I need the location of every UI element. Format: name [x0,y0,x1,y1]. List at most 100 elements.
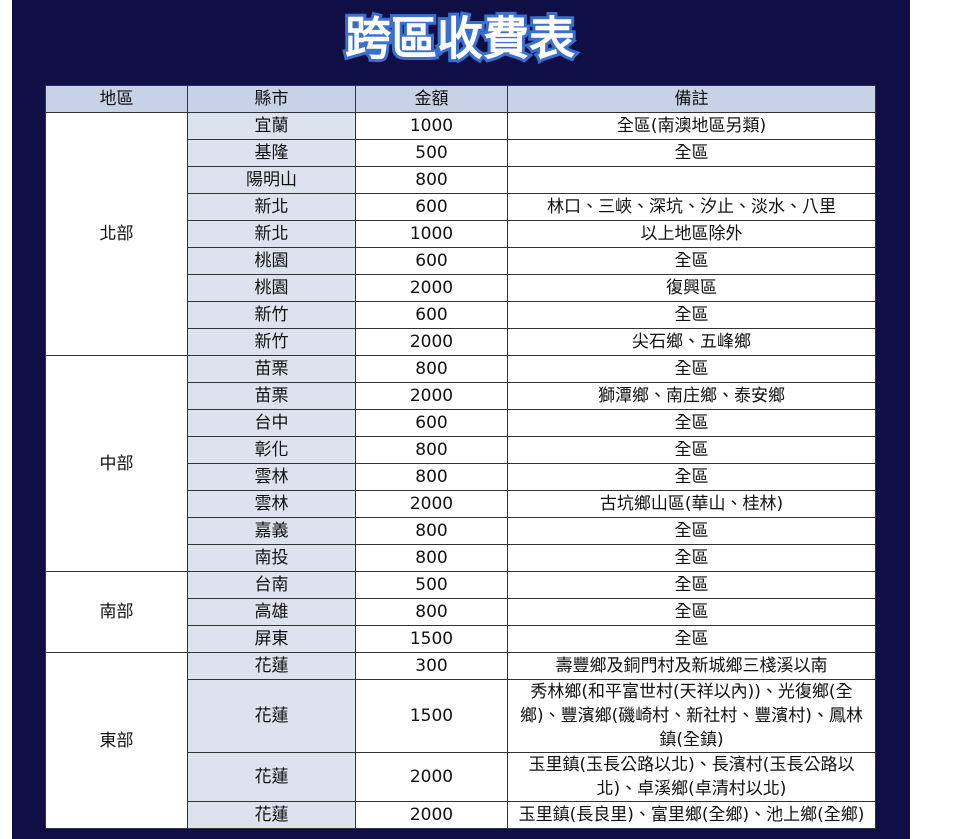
table-row: 中部 苗栗 800 全區 [45,355,876,572]
table-body: 北部 宜蘭 1000 全區(南澳地區另類) 基隆 500 全區 陽明山 800 新北 600 林口、三… [45,112,876,829]
table-row: 基隆 500 全區 [46,139,876,167]
note-cell [507,166,876,194]
table-row: 雲林 2000 古坑鄉山區(華山、桂林) [46,490,876,518]
note-cell: 全區 [507,409,876,437]
table-row: 桃園 2000 復興區 [46,274,876,302]
header-cell: 縣市 [187,85,356,113]
city-cell: 花蓮 [187,679,356,753]
city-cell: 新北 [187,220,356,248]
note-cell: 壽豐鄉及銅門村及新城鄉三棧溪以南 [507,652,876,680]
header-cell: 金額 [355,85,508,113]
amount-cell: 800 [355,463,508,491]
header-row: 地區 縣市 金額 備註 [45,85,876,113]
table-row: 花蓮 1500 秀林鄉(和平富世村(天祥以內))、光復鄉(全鄉)、豐濱鄉(磯崎村、新… [46,679,876,753]
city-cell: 雲林 [187,490,356,518]
amount-cell: 1500 [355,679,508,753]
fee-table: 地區 縣市 金額 備註 北部 宜蘭 1000 全區(南澳地區另類) 基隆 500 全區 陽明山 800… [45,85,876,829]
city-cell: 陽明山 [187,166,356,194]
amount-cell: 2000 [355,752,508,802]
amount-cell: 800 [355,544,508,572]
table-row: 新北 600 林口、三峽、深坑、汐止、淡水、八里 [46,193,876,221]
table-row: 台中 600 全區 [46,409,876,437]
table-row: 新竹 2000 尖石鄉、五峰鄉 [46,328,876,356]
amount-cell: 2000 [355,490,508,518]
amount-cell: 800 [355,598,508,626]
amount-cell: 2000 [355,328,508,356]
note-cell: 復興區 [507,274,876,302]
table-row: 苗栗 2000 獅潭鄉、南庄鄉、泰安鄉 [46,382,876,410]
table-row: 新竹 600 全區 [46,301,876,329]
city-cell: 花蓮 [187,801,356,829]
city-cell: 桃園 [187,247,356,275]
city-cell: 宜蘭 [187,112,356,140]
city-cell: 新竹 [187,328,356,356]
note-cell: 尖石鄉、五峰鄉 [507,328,876,356]
city-cell: 台中 [187,409,356,437]
city-cell: 花蓮 [187,652,356,680]
amount-cell: 600 [355,193,508,221]
amount-cell: 800 [355,355,508,383]
region-cell: 北部 [45,112,188,356]
amount-cell: 1500 [355,625,508,653]
amount-cell: 1000 [355,112,508,140]
table-row: 花蓮 2000 玉里鎮(長良里)、富里鄉(全鄉)、池上鄉(全鄉) [46,801,876,829]
amount-cell: 2000 [355,382,508,410]
amount-cell: 600 [355,247,508,275]
table-row: 東部 花蓮 300 壽豐鄉及銅門村及新城鄉三棧溪以南 [45,652,876,829]
note-cell: 玉里鎮(長良里)、富里鄉(全鄉)、池上鄉(全鄉) [507,801,876,829]
note-cell: 秀林鄉(和平富世村(天祥以內))、光復鄉(全鄉)、豐濱鄉(磯崎村、新社村、豐濱村… [507,679,876,753]
header-cell: 備註 [507,85,876,113]
amount-cell: 500 [355,571,508,599]
amount-cell: 1000 [355,220,508,248]
note-cell: 全區 [507,139,876,167]
table-row: 桃園 600 全區 [46,247,876,275]
note-cell: 獅潭鄉、南庄鄉、泰安鄉 [507,382,876,410]
note-cell: 全區 [507,517,876,545]
note-cell: 全區(南澳地區另類) [507,112,876,140]
amount-cell: 800 [355,517,508,545]
city-cell: 基隆 [187,139,356,167]
city-cell: 新北 [187,193,356,221]
table-wrap: 地區 縣市 金額 備註 北部 宜蘭 1000 全區(南澳地區另類) 基隆 500 全區 陽明山 800… [45,85,876,829]
city-cell: 新竹 [187,301,356,329]
page-title: 跨區收費表 [345,12,575,66]
table-row: 南投 800 全區 [46,544,876,572]
table-row: 北部 宜蘭 1000 全區(南澳地區另類) [45,112,876,356]
city-cell: 苗栗 [187,355,356,383]
amount-cell: 500 [355,139,508,167]
title-area: 跨區收費表 [342,9,578,69]
table-row: 陽明山 800 [46,166,876,194]
note-cell: 全區 [507,463,876,491]
note-cell: 全區 [507,571,876,599]
amount-cell: 600 [355,409,508,437]
amount-cell: 600 [355,301,508,329]
city-cell: 彰化 [187,436,356,464]
city-cell: 雲林 [187,463,356,491]
note-cell: 全區 [507,355,876,383]
city-cell: 嘉義 [187,517,356,545]
note-cell: 全區 [507,598,876,626]
note-cell: 全區 [507,301,876,329]
header-cell: 地區 [45,85,188,113]
note-cell: 全區 [507,247,876,275]
amount-cell: 2000 [355,274,508,302]
note-cell: 林口、三峽、深坑、汐止、淡水、八里 [507,193,876,221]
table-row: 嘉義 800 全區 [46,517,876,545]
city-cell: 高雄 [187,598,356,626]
amount-cell: 2000 [355,801,508,829]
region-cell: 中部 [45,355,188,572]
table-row: 高雄 800 全區 [46,598,876,626]
amount-cell: 300 [355,652,508,680]
city-cell: 花蓮 [187,752,356,802]
note-cell: 古坑鄉山區(華山、桂林) [507,490,876,518]
note-cell: 全區 [507,544,876,572]
note-cell: 以上地區除外 [507,220,876,248]
table-row: 新北 1000 以上地區除外 [46,220,876,248]
city-cell: 台南 [187,571,356,599]
table-row: 南部 台南 500 全區 [45,571,876,653]
region-cell: 南部 [45,571,188,653]
amount-cell: 800 [355,436,508,464]
city-cell: 南投 [187,544,356,572]
